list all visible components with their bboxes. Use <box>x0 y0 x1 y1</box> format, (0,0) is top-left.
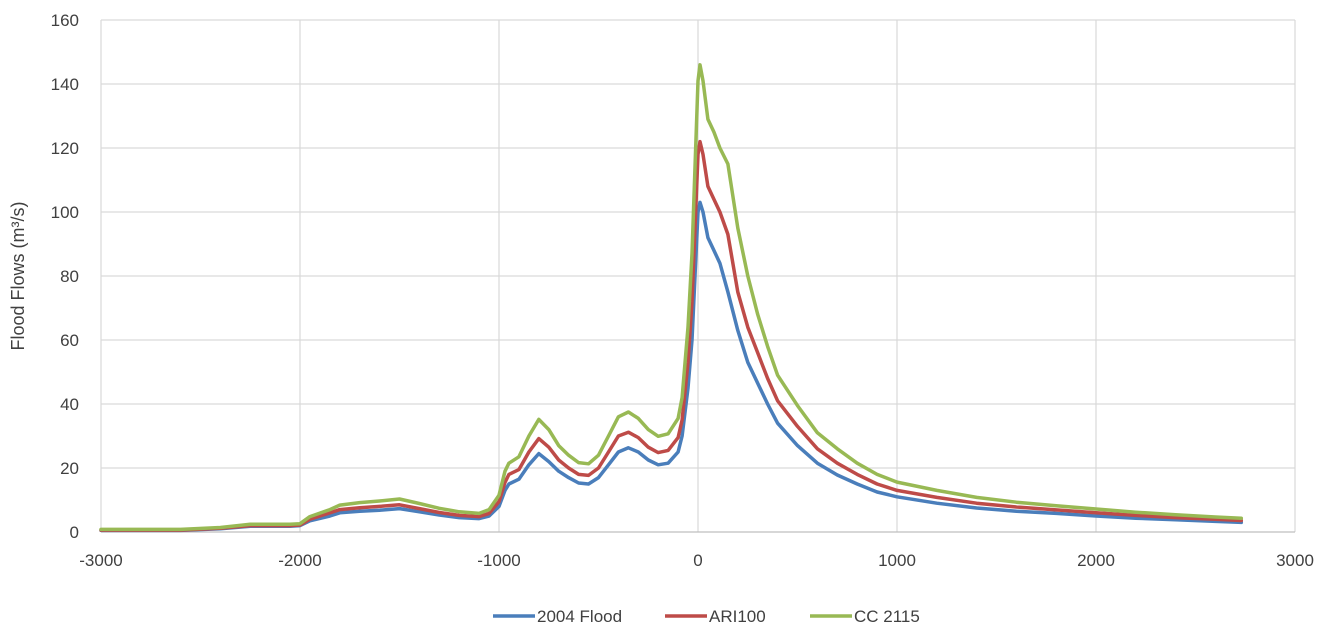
x-tick-label: 3000 <box>1276 551 1314 570</box>
legend-label: ARI100 <box>709 607 766 626</box>
y-axis-title: Flood Flows (m³/s) <box>8 201 28 350</box>
x-tick-label: 0 <box>693 551 702 570</box>
y-tick-label: 40 <box>60 395 79 414</box>
x-tick-label: -2000 <box>278 551 321 570</box>
series-line-2 <box>99 63 1244 532</box>
y-tick-label: 100 <box>51 203 79 222</box>
y-tick-labels: 0 20 40 60 80 100 120 140 160 <box>51 11 79 542</box>
y-tick-label: 160 <box>51 11 79 30</box>
series-lines <box>99 63 1244 533</box>
y-tick-label: 20 <box>60 459 79 478</box>
y-tick-label: 140 <box>51 75 79 94</box>
series-line-1 <box>99 139 1244 532</box>
x-tick-label: -1000 <box>477 551 520 570</box>
x-tick-label: 1000 <box>878 551 916 570</box>
legend: 2004 Flood ARI100 CC 2115 <box>493 607 920 626</box>
x-tick-label: 2000 <box>1077 551 1115 570</box>
x-tick-labels: -3000 -2000 -1000 0 1000 2000 3000 <box>79 551 1314 570</box>
y-tick-label: 60 <box>60 331 79 350</box>
series-line-0 <box>99 200 1244 533</box>
legend-label: 2004 Flood <box>537 607 622 626</box>
y-tick-label: 80 <box>60 267 79 286</box>
x-tick-label: -3000 <box>79 551 122 570</box>
legend-label: CC 2115 <box>854 607 920 626</box>
y-tick-label: 120 <box>51 139 79 158</box>
y-tick-label: 0 <box>70 523 79 542</box>
